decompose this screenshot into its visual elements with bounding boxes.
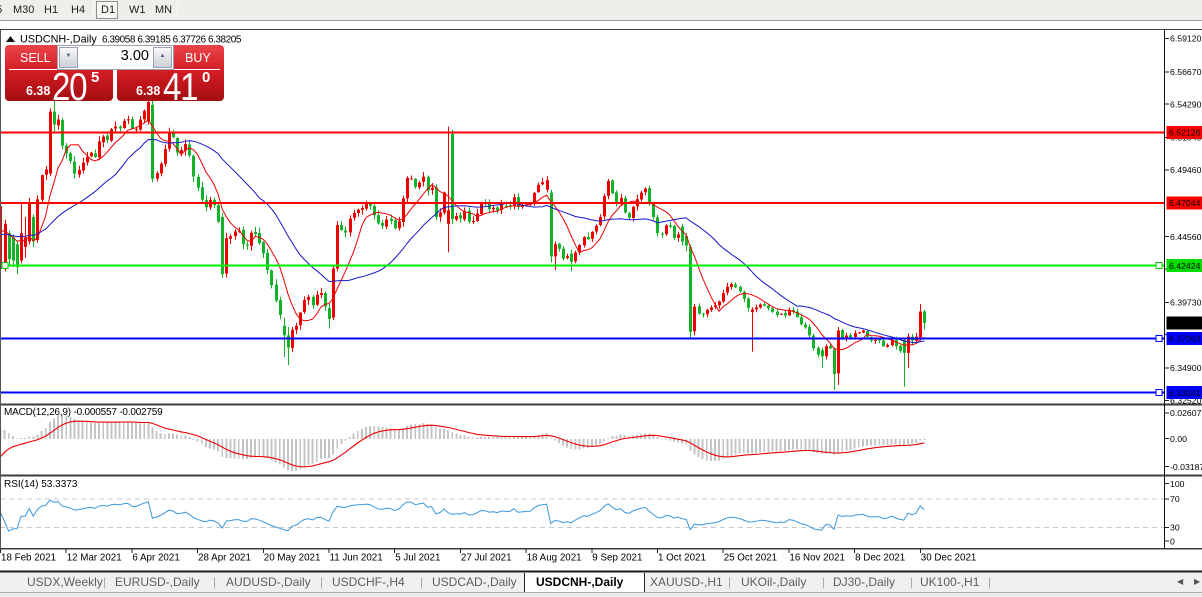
svg-text:20 May 2021: 20 May 2021 — [264, 553, 321, 564]
svg-text:6.47044: 6.47044 — [1169, 198, 1201, 208]
svg-text:RSI(14) 53.3373: RSI(14) 53.3373 — [4, 479, 78, 490]
svg-text:30: 30 — [1170, 523, 1180, 533]
svg-text:6.59120: 6.59120 — [1170, 34, 1202, 44]
svg-text:6.52126: 6.52126 — [1169, 128, 1201, 138]
svg-text:6.39058 6.39185 6.37726 6.3820: 6.39058 6.39185 6.37726 6.38205 — [102, 35, 242, 46]
svg-text:6.32520: 6.32520 — [1170, 396, 1202, 406]
svg-text:70: 70 — [1170, 494, 1180, 504]
svg-text:12 Mar 2021: 12 Mar 2021 — [67, 553, 122, 564]
svg-text:6.54290: 6.54290 — [1170, 99, 1202, 109]
svg-text:6.44560: 6.44560 — [1170, 232, 1202, 242]
svg-text:0.02607: 0.02607 — [1170, 408, 1202, 418]
svg-text:6.42424: 6.42424 — [1169, 261, 1201, 271]
svg-text:9 Sep 2021: 9 Sep 2021 — [592, 553, 642, 564]
svg-text:5 Jul 2021: 5 Jul 2021 — [395, 553, 440, 564]
svg-text:16 Nov 2021: 16 Nov 2021 — [789, 553, 845, 564]
svg-text:6.37063: 6.37063 — [1169, 334, 1201, 344]
svg-text:6.33041: 6.33041 — [1169, 388, 1201, 398]
svg-text:USDCNH-,Daily: USDCNH-,Daily — [20, 34, 97, 46]
svg-text:18 Feb 2021: 18 Feb 2021 — [1, 553, 56, 564]
svg-text:6.49460: 6.49460 — [1170, 165, 1202, 175]
svg-text:6 Apr 2021: 6 Apr 2021 — [132, 553, 179, 564]
svg-text:30 Dec 2021: 30 Dec 2021 — [921, 553, 977, 564]
svg-text:28 Apr 2021: 28 Apr 2021 — [198, 553, 251, 564]
svg-text:-0.03187: -0.03187 — [1170, 462, 1202, 472]
svg-text:0.00: 0.00 — [1170, 434, 1187, 444]
svg-text:25 Oct 2021: 25 Oct 2021 — [724, 553, 777, 564]
svg-text:8 Dec 2021: 8 Dec 2021 — [855, 553, 905, 564]
svg-text:27 Jul 2021: 27 Jul 2021 — [461, 553, 512, 564]
svg-text:11 Jun 2021: 11 Jun 2021 — [330, 553, 383, 564]
svg-text:0: 0 — [1170, 536, 1175, 546]
svg-text:6.34900: 6.34900 — [1170, 363, 1202, 373]
svg-text:6.56670: 6.56670 — [1170, 67, 1202, 77]
svg-text:100: 100 — [1170, 479, 1185, 489]
svg-text:6.39730: 6.39730 — [1170, 298, 1202, 308]
svg-text:MACD(12,26,9) -0.000557 -0.002: MACD(12,26,9) -0.000557 -0.002759 — [4, 407, 163, 418]
svg-text:18 Aug 2021: 18 Aug 2021 — [527, 553, 582, 564]
svg-text:6.38205: 6.38205 — [1169, 318, 1201, 328]
svg-text:1 Oct 2021: 1 Oct 2021 — [658, 553, 706, 564]
